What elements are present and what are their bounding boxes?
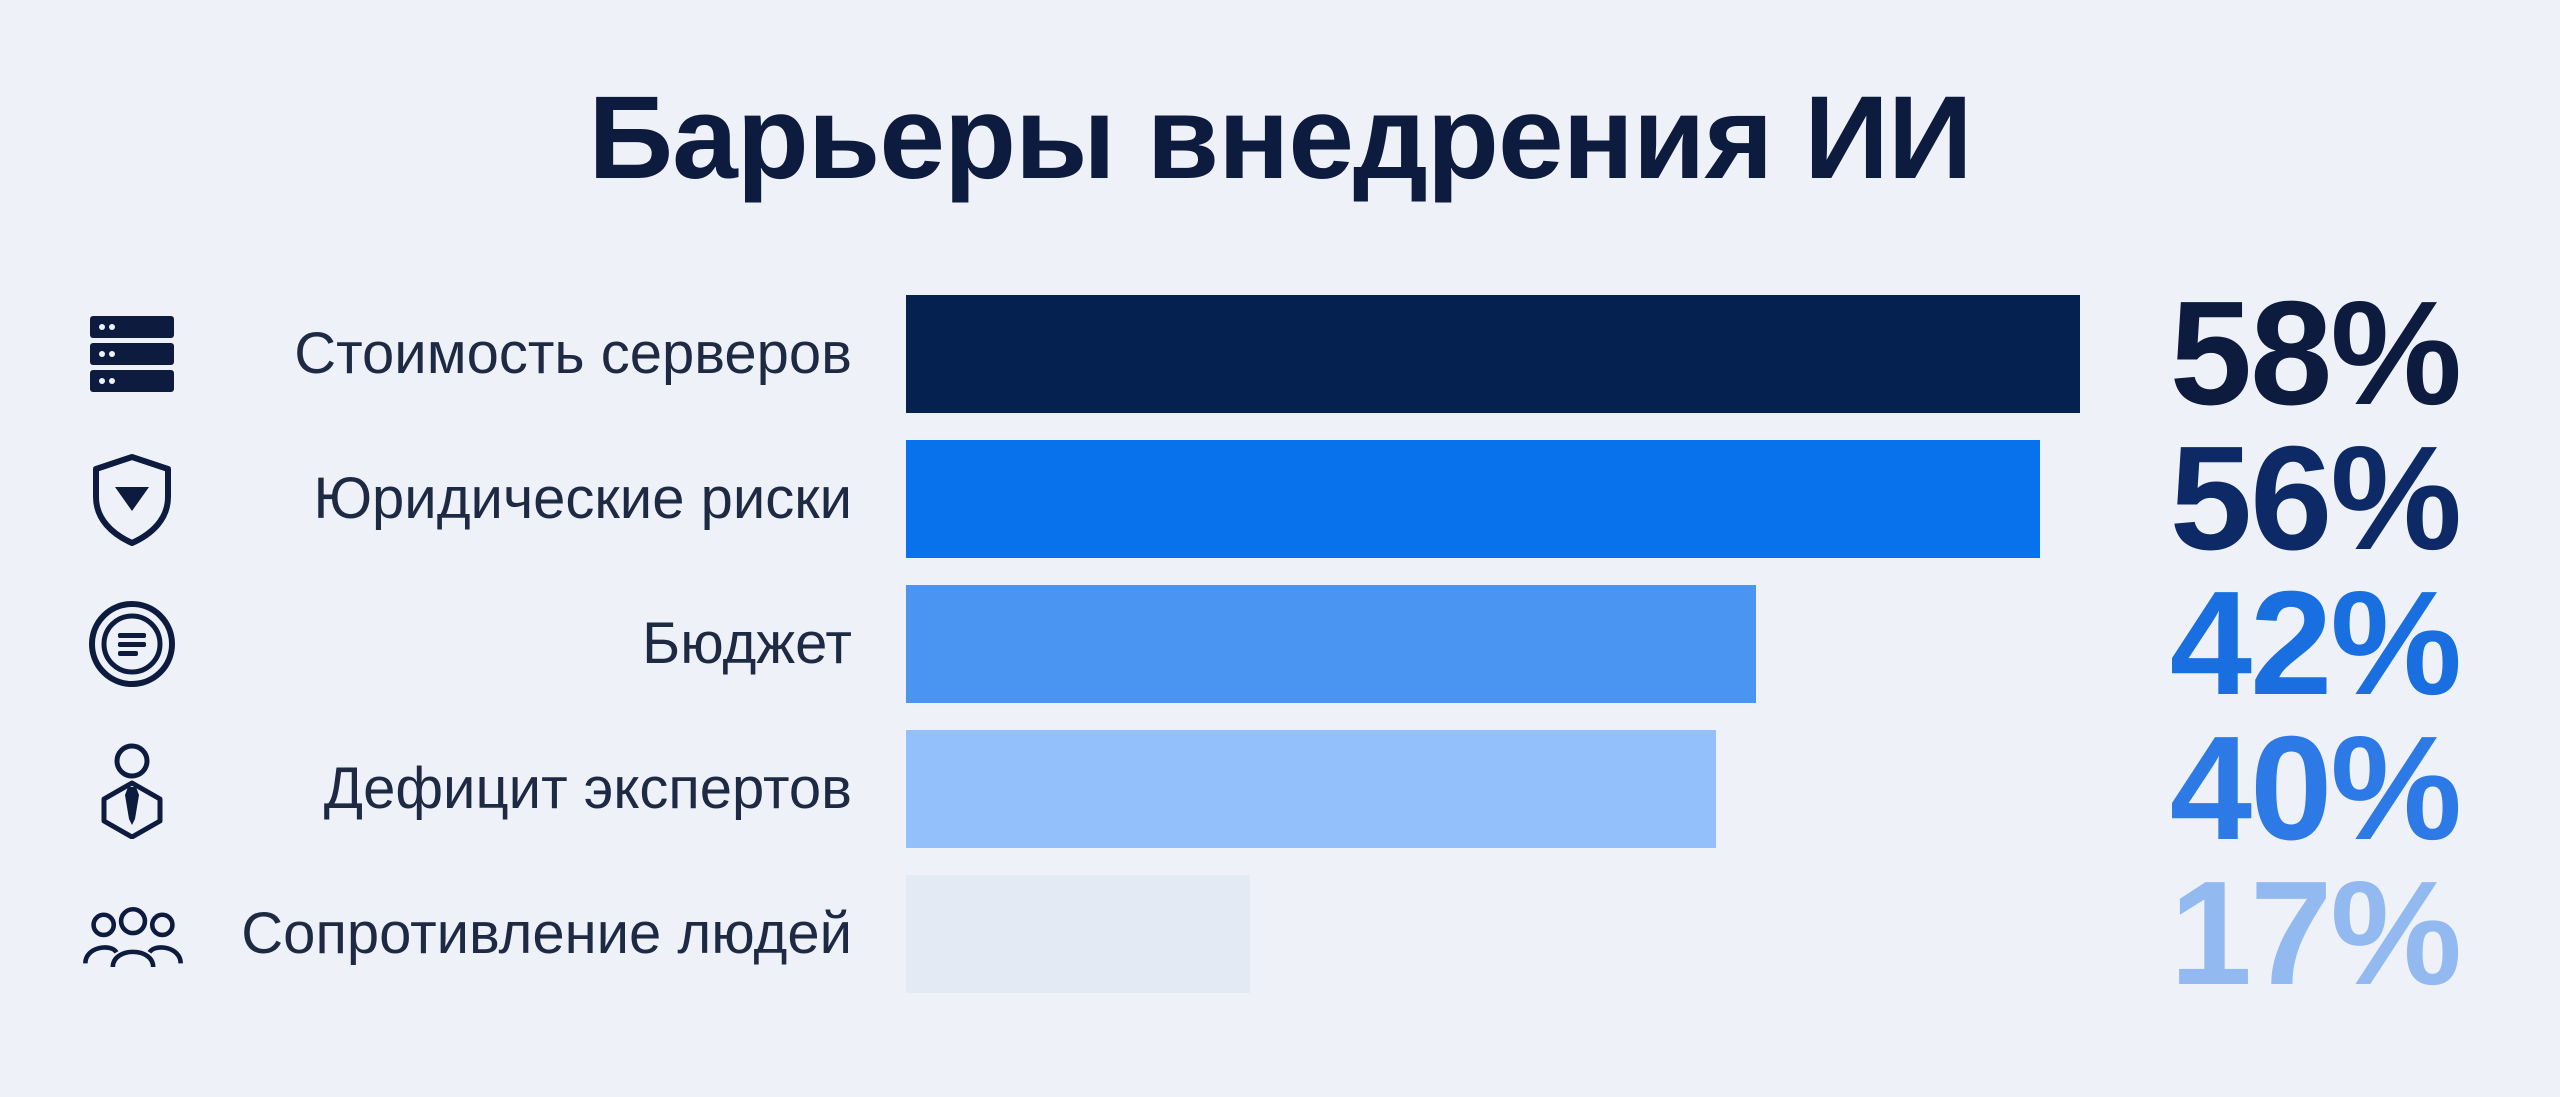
value-label: 17% bbox=[2169, 851, 2462, 1016]
people-icon bbox=[78, 884, 183, 984]
bar bbox=[906, 875, 1250, 993]
category-label: Стоимость серверов bbox=[294, 321, 852, 386]
bar bbox=[906, 585, 1756, 703]
category-label: Юридические риски bbox=[313, 466, 852, 531]
shield-icon bbox=[82, 449, 182, 549]
server-icon bbox=[82, 304, 182, 404]
value-label: 56% bbox=[2169, 416, 2462, 581]
coin-icon bbox=[82, 594, 182, 694]
chart-title: Барьеры внедрения ИИ bbox=[588, 72, 1972, 204]
value-label: 42% bbox=[2169, 561, 2462, 726]
value-label: 40% bbox=[2169, 706, 2462, 871]
bar bbox=[906, 295, 2080, 413]
value-label: 58% bbox=[2169, 271, 2462, 436]
category-label: Дефицит экспертов bbox=[323, 756, 852, 821]
category-label: Бюджет bbox=[642, 611, 852, 676]
bar bbox=[906, 440, 2040, 558]
category-label: Сопротивление людей bbox=[241, 901, 852, 966]
bar bbox=[906, 730, 1716, 848]
expert-icon bbox=[82, 739, 182, 840]
